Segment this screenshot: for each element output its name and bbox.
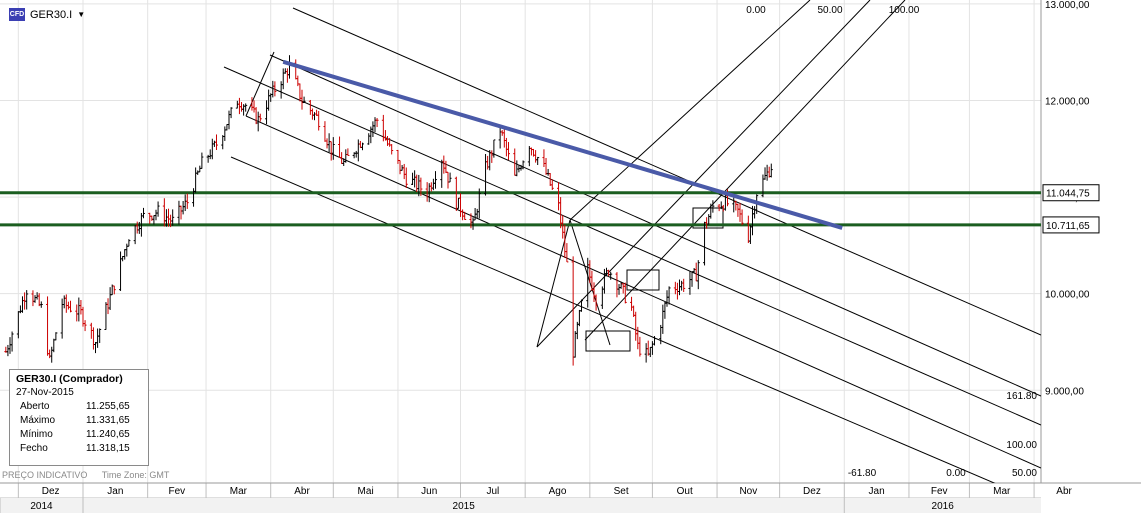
channel-level-label: 0.00 (746, 5, 766, 16)
channel-level-label: 161.80 (1006, 391, 1037, 402)
dropdown-arrow-icon[interactable]: ▼ (77, 10, 86, 19)
timezone-label: Time Zone: GMT (101, 470, 170, 480)
ohlc-info-box: GER30.I (Comprador) 27-Nov-2015 Aberto 1… (9, 369, 149, 466)
info-row-high: Máximo 11.331,65 (16, 415, 148, 426)
info-row-low: Mínimo 11.240,65 (16, 429, 148, 440)
y-tick-label: 10.000,00 (1045, 290, 1090, 301)
level-price-label: 11.044,75 (1046, 189, 1090, 200)
x-tick-label: Mai (358, 486, 374, 497)
y-tick-label: 9.000,00 (1045, 386, 1084, 397)
marker-box (626, 269, 660, 291)
info-label: Fecho (20, 443, 48, 454)
plot-area (0, 0, 1041, 483)
x-tick-label: Abr (294, 486, 310, 497)
channel-level-label: -61.80 (848, 468, 877, 479)
ohlc-bars (4, 55, 773, 366)
info-label: Aberto (20, 401, 50, 412)
info-title: GER30.I (Comprador) (16, 373, 123, 385)
x-tick-label: Fev (931, 486, 948, 497)
x-tick-label: Jul (486, 486, 499, 497)
channel-line (292, 7, 1041, 336)
channel-level-label: 100.00 (889, 5, 920, 16)
indicative-price-label: PREÇO INDICATIVO (2, 470, 88, 480)
x-tick-label: Abr (1056, 486, 1072, 497)
x-tick-label: Dez (42, 486, 60, 497)
drawings-layer (0, 0, 1041, 483)
x-tick-label: Fev (169, 486, 186, 497)
marker-box (585, 330, 631, 352)
x-tick-label: Mar (230, 486, 248, 497)
info-row-open: Aberto 11.255,65 (16, 401, 148, 412)
x-tick-label: Nov (739, 486, 757, 497)
x-tick-label: Set (614, 486, 629, 497)
info-label: Máximo (20, 415, 56, 426)
info-value: 11.331,65 (86, 415, 130, 426)
y-tick-label: 12.000,00 (1045, 96, 1090, 107)
info-value: 11.318,15 (86, 443, 130, 454)
symbol-selector[interactable]: CFD GER30.I ▼ (9, 8, 85, 21)
info-value: 11.255,65 (86, 401, 130, 412)
channel-level-label: 50.00 (1012, 468, 1037, 479)
x-tick-label: Dez (803, 486, 821, 497)
channel-line (223, 66, 1041, 426)
year-label: 2015 (453, 501, 476, 512)
level-price-tag (1042, 184, 1100, 202)
channel-level-label: 0.00 (946, 468, 966, 479)
footer-note: PREÇO INDICATIVO Time Zone: GMT (2, 470, 181, 480)
channel-line (245, 115, 1041, 469)
x-tick-label: Ago (549, 486, 567, 497)
channel-level-label: 100.00 (1006, 440, 1037, 451)
rising-channel-line (584, 0, 906, 341)
year-label: 2014 (30, 501, 53, 512)
year-band (0, 498, 1041, 513)
info-date: 27-Nov-2015 (16, 387, 74, 398)
x-tick-label: Jan (107, 486, 123, 497)
x-tick-label: Out (677, 486, 693, 497)
info-value: 11.240,65 (86, 429, 130, 440)
marker-box (692, 207, 724, 229)
descending-trendline (282, 59, 843, 230)
x-tick-label: Mar (993, 486, 1011, 497)
info-row-close: Fecho 11.318,15 (16, 443, 148, 454)
level-price-tag (1042, 216, 1100, 234)
info-label: Mínimo (20, 429, 53, 440)
cfd-icon: CFD (9, 8, 25, 21)
symbol-label: GER30.I (30, 8, 73, 21)
year-label: 2016 (932, 501, 955, 512)
level-price-label: 10.711,65 (1046, 221, 1090, 232)
y-tick-label: 13.000,00 (1045, 0, 1090, 11)
x-tick-label: Jan (869, 486, 885, 497)
channel-level-label: 50.00 (817, 5, 842, 16)
rising-channel-line (569, 0, 811, 221)
x-tick-label: Jun (421, 486, 437, 497)
